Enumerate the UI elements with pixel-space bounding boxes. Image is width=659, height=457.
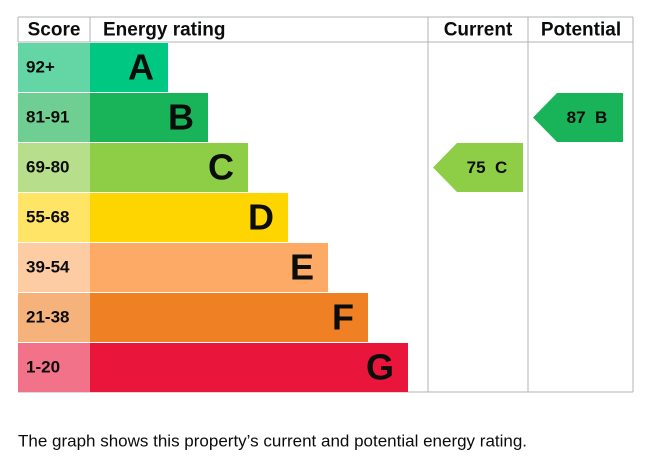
header-current: Current (444, 20, 513, 41)
score-cell (18, 43, 90, 92)
header-score: Score (28, 20, 81, 41)
rating-letter: G (366, 347, 394, 388)
score-cell (18, 193, 90, 242)
score-cell (18, 143, 90, 192)
rating-bar (90, 93, 208, 142)
current-arrow (433, 143, 523, 192)
rating-letter: D (248, 197, 274, 238)
potential-letter: B (595, 108, 607, 127)
rating-letter: C (208, 147, 234, 188)
potential-arrow (533, 93, 623, 142)
score-range: 39-54 (26, 258, 70, 277)
rating-bar (90, 243, 328, 292)
rating-bar (90, 143, 248, 192)
score-cell (18, 93, 90, 142)
caption: The graph shows this property’s current … (18, 432, 527, 451)
header-rating: Energy rating (103, 20, 225, 41)
score-range: 69-80 (26, 158, 69, 177)
rating-letter: B (168, 97, 194, 138)
rating-bar (90, 343, 408, 392)
rating-letter: F (332, 297, 354, 338)
score-range: 1-20 (26, 358, 60, 377)
score-cell (18, 293, 90, 342)
current-label: 75 C (467, 158, 508, 177)
rating-bar (90, 193, 288, 242)
rating-bar (90, 43, 168, 92)
rating-bar (90, 293, 368, 342)
score-cell (18, 243, 90, 292)
score-range: 81-91 (26, 108, 69, 127)
score-range: 21-38 (26, 308, 69, 327)
score-range: 92+ (26, 58, 55, 77)
header-potential: Potential (541, 20, 621, 41)
potential-value: 87 (567, 108, 586, 127)
current-value: 75 (467, 158, 486, 177)
rating-letter: A (128, 47, 154, 88)
potential-label: 87 B (567, 108, 608, 127)
score-range: 55-68 (26, 208, 69, 227)
current-letter: C (495, 158, 507, 177)
score-cell (18, 343, 90, 392)
rating-letter: E (290, 247, 314, 288)
